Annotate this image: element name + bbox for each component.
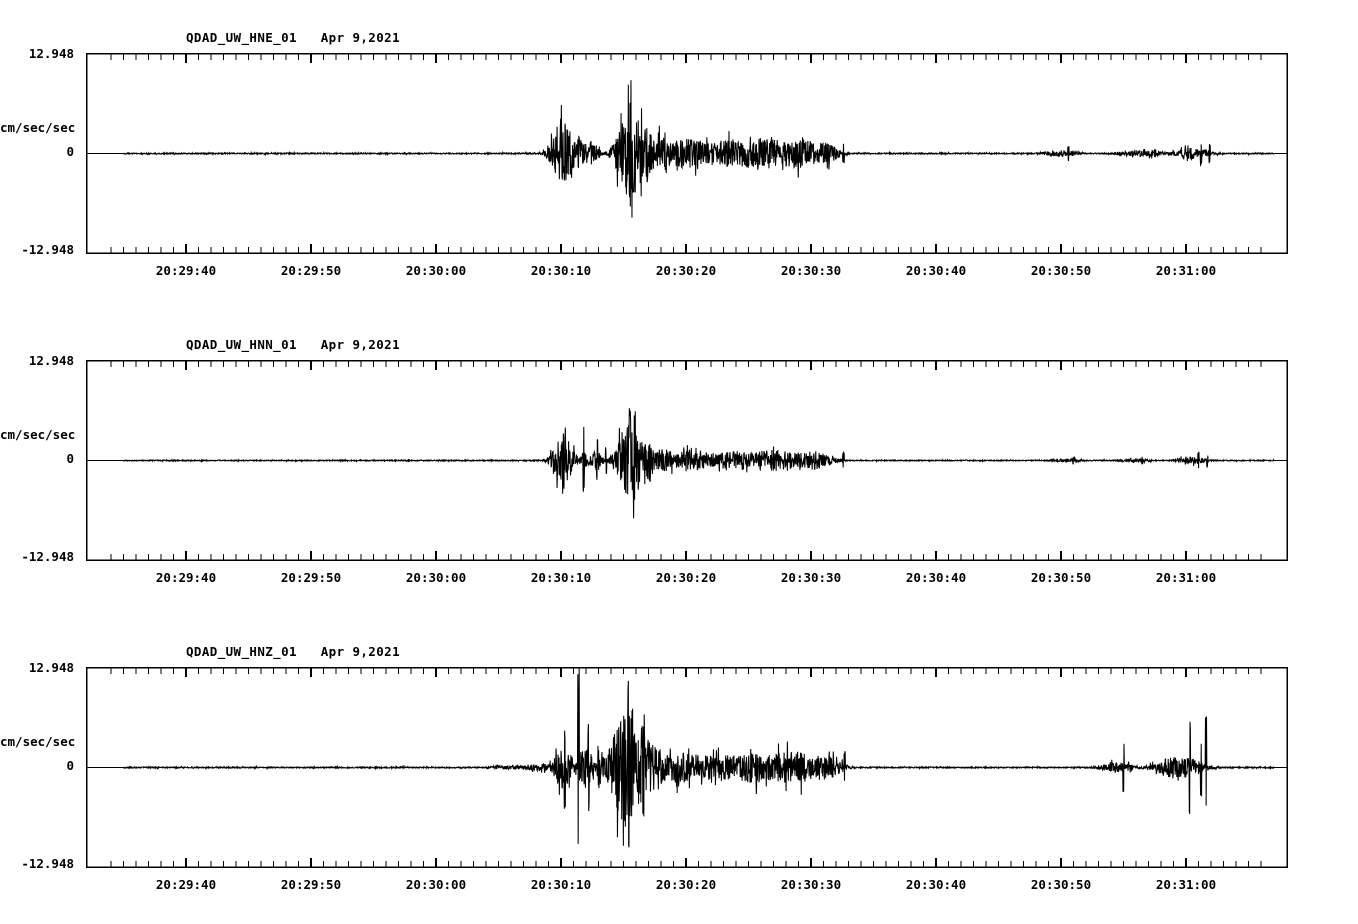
- x-tick-label-4-hnn: 20:30:20: [655, 570, 717, 585]
- y-axis-unit-label-hnn: cm/sec/sec: [0, 427, 76, 442]
- panel-title-hnn: QDAD_UW_HNN_01 Apr 9,2021: [186, 337, 400, 352]
- y-axis-min-label-hnz: -12.948: [21, 856, 74, 871]
- seismogram-panel-hnn: QDAD_UW_HNN_01 Apr 9,2021 12.948 cm/sec/…: [0, 307, 1358, 607]
- y-axis-max-label-hne: 12.948: [28, 46, 74, 61]
- plot-area-hne: [86, 53, 1288, 254]
- x-tick-label-2-hnz: 20:30:00: [405, 877, 467, 892]
- y-axis-unit-label-hnz: cm/sec/sec: [0, 734, 76, 749]
- x-tick-label-8-hnz: 20:31:00: [1155, 877, 1217, 892]
- y-axis-min-label-hnn: -12.948: [21, 549, 74, 564]
- seismogram-panel-hnz: QDAD_UW_HNZ_01 Apr 9,2021 12.948 cm/sec/…: [0, 614, 1358, 924]
- panel-title-hnz: QDAD_UW_HNZ_01 Apr 9,2021: [186, 644, 400, 659]
- x-tick-label-0-hnz: 20:29:40: [155, 877, 217, 892]
- x-tick-label-6-hne: 20:30:40: [905, 263, 967, 278]
- x-tick-label-4-hnz: 20:30:20: [655, 877, 717, 892]
- x-axis-ticks-bottom-hne: [110, 244, 1262, 254]
- x-tick-label-0-hnn: 20:29:40: [155, 570, 217, 585]
- waveform-trace-hnn: [86, 408, 1288, 519]
- plot-area-hnz: [86, 667, 1288, 868]
- x-axis-ticks-top-hne: [110, 53, 1262, 63]
- x-tick-label-5-hnn: 20:30:30: [780, 570, 842, 585]
- x-tick-label-3-hnn: 20:30:10: [530, 570, 592, 585]
- y-axis-zero-label-hnz: 0: [66, 758, 74, 773]
- y-axis-unit-label-hne: cm/sec/sec: [0, 120, 76, 135]
- x-tick-label-1-hnn: 20:29:50: [280, 570, 342, 585]
- plot-area-hnn: [86, 360, 1288, 561]
- x-tick-label-2-hne: 20:30:00: [405, 263, 467, 278]
- x-tick-label-7-hne: 20:30:50: [1030, 263, 1092, 278]
- x-tick-label-3-hnz: 20:30:10: [530, 877, 592, 892]
- x-axis-ticks-top-hnz: [110, 667, 1262, 677]
- y-axis-max-label-hnn: 12.948: [28, 353, 74, 368]
- x-tick-label-2-hnn: 20:30:00: [405, 570, 467, 585]
- x-tick-label-8-hnn: 20:31:00: [1155, 570, 1217, 585]
- y-axis-zero-label-hne: 0: [66, 144, 74, 159]
- seismogram-panel-hne: QDAD_UW_HNE_01 Apr 9,2021 12.948 cm/sec/…: [0, 0, 1358, 300]
- x-tick-label-3-hne: 20:30:10: [530, 263, 592, 278]
- x-tick-label-4-hne: 20:30:20: [655, 263, 717, 278]
- panel-title-hne: QDAD_UW_HNE_01 Apr 9,2021: [186, 30, 400, 45]
- x-tick-label-5-hnz: 20:30:30: [780, 877, 842, 892]
- waveform-trace-hne: [86, 80, 1288, 218]
- x-tick-label-7-hnn: 20:30:50: [1030, 570, 1092, 585]
- y-axis-max-label-hnz: 12.948: [28, 660, 74, 675]
- x-tick-label-6-hnn: 20:30:40: [905, 570, 967, 585]
- x-axis-ticks-top-hnn: [110, 360, 1262, 370]
- x-axis-ticks-bottom-hnn: [110, 551, 1262, 561]
- x-axis-ticks-bottom-hnz: [110, 858, 1262, 868]
- x-tick-label-1-hne: 20:29:50: [280, 263, 342, 278]
- x-tick-label-8-hne: 20:31:00: [1155, 263, 1217, 278]
- y-axis-zero-label-hnn: 0: [66, 451, 74, 466]
- x-tick-label-7-hnz: 20:30:50: [1030, 877, 1092, 892]
- x-tick-label-6-hnz: 20:30:40: [905, 877, 967, 892]
- x-tick-label-5-hne: 20:30:30: [780, 263, 842, 278]
- waveform-trace-hnz: [86, 668, 1288, 848]
- x-tick-label-0-hne: 20:29:40: [155, 263, 217, 278]
- y-axis-min-label-hne: -12.948: [21, 242, 74, 257]
- x-tick-label-1-hnz: 20:29:50: [280, 877, 342, 892]
